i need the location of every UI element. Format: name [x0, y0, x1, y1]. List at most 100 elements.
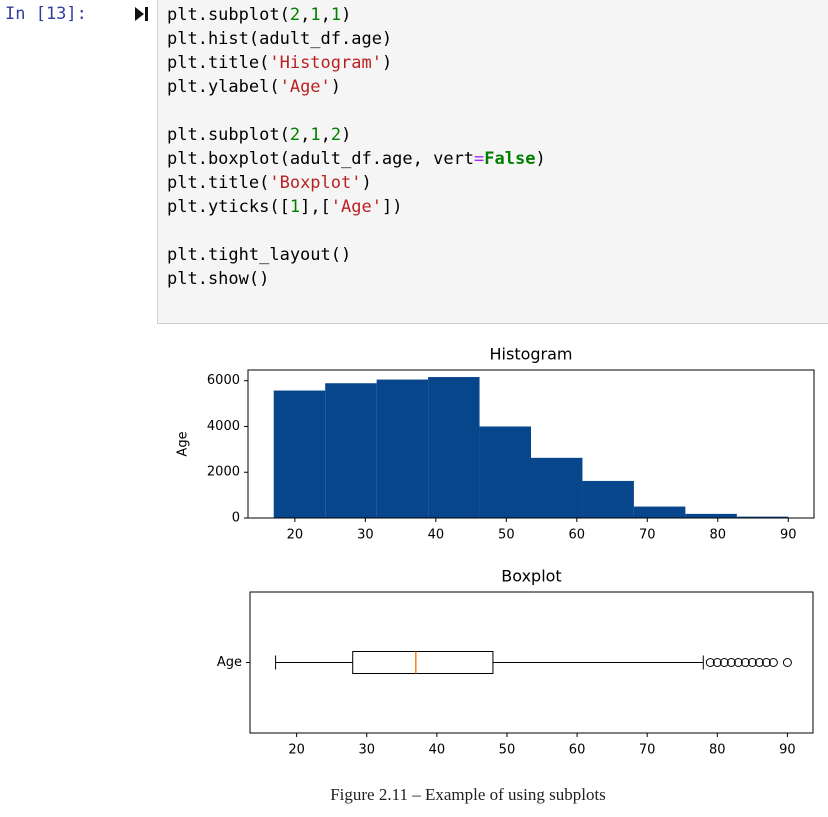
x-tick-label: 40: [428, 528, 445, 543]
flier: [733, 658, 743, 667]
code-token: ,: [300, 5, 311, 25]
code-token: plt.yticks([: [167, 197, 290, 217]
code-token: ]): [381, 197, 403, 217]
code-cell[interactable]: plt.subplot(2,1,1) plt.hist(adult_df.age)…: [157, 0, 828, 324]
code-line: plt.title('Histogram'): [167, 51, 546, 75]
x-tick-label: 20: [287, 528, 304, 543]
y-tick-label: 6000: [207, 373, 240, 388]
code-token: ): [361, 173, 372, 193]
x-tick-label: 90: [780, 528, 797, 543]
x-tick-label: 70: [639, 528, 656, 543]
code-line: plt.subplot(2,1,1): [167, 3, 546, 27]
code-token: plt.subplot(: [167, 125, 290, 145]
code-line: plt.tight_layout(): [167, 243, 546, 267]
code-token: False: [484, 149, 536, 169]
code-line: plt.show(): [167, 267, 546, 291]
flier: [712, 658, 722, 667]
x-tick-label: 80: [709, 743, 726, 758]
x-tick-label: 50: [499, 743, 516, 758]
code-line: plt.yticks([1],['Age']): [167, 195, 546, 219]
code-token: ],[: [300, 197, 331, 217]
x-tick-label: 60: [569, 528, 586, 543]
code-token: plt.ylabel(: [167, 77, 280, 97]
axes-frame: [249, 591, 814, 734]
code-token: 1: [289, 197, 301, 217]
x-tick-label: 50: [498, 528, 515, 543]
code-token: ,: [320, 5, 331, 25]
flier: [761, 658, 771, 667]
hist-bar: [376, 379, 429, 518]
y-tick-label: 0: [232, 511, 240, 526]
code-token: plt.title(: [167, 173, 270, 193]
code-token: 'Age': [330, 197, 382, 217]
flier: [705, 658, 715, 667]
chart-title: Boxplot: [501, 567, 561, 586]
chart-title: Histogram: [490, 345, 573, 364]
hist-bar: [582, 480, 634, 518]
code: plt.subplot(2,1,1) plt.hist(adult_df.age)…: [167, 3, 546, 315]
code-token: 'Boxplot': [269, 173, 362, 193]
y-tick-label: Age: [217, 655, 242, 670]
code-token: =: [474, 149, 485, 169]
box: [352, 651, 494, 674]
flier: [719, 658, 729, 667]
flier: [768, 658, 778, 667]
hist-bar: [685, 513, 737, 518]
code-line: plt.subplot(2,1,2): [167, 123, 546, 147]
code-token: 1: [330, 5, 342, 25]
code-token: plt.boxplot(adult_df.age, vert: [167, 149, 475, 169]
code-token: 'Age': [279, 77, 331, 97]
code-line: plt.boxplot(adult_df.age, vert=False): [167, 147, 546, 171]
code-block: plt.subplot(2,1,1) plt.hist(adult_df.age)…: [167, 3, 546, 99]
figure-caption: Figure 2.11 – Example of using subplots: [330, 785, 606, 804]
code-token: ): [535, 149, 546, 169]
code-token: 2: [289, 125, 301, 145]
flier: [726, 658, 736, 667]
flier: [740, 658, 750, 667]
hist-bar: [428, 377, 480, 518]
x-tick-label: 30: [357, 528, 374, 543]
code-line: plt.title('Boxplot'): [167, 171, 546, 195]
code-token: ,: [300, 125, 311, 145]
code-token: plt.hist(adult_df.age): [167, 29, 393, 49]
code-token: 'Histogram': [269, 53, 382, 73]
code-token: 1: [310, 125, 321, 145]
cell-prompt: In [13]:: [5, 4, 87, 24]
code-block: plt.subplot(2,1,2) plt.boxplot(adult_df.a…: [167, 123, 546, 219]
flier: [747, 658, 757, 667]
hist-bar: [736, 516, 789, 518]
code-token: 2: [330, 125, 342, 145]
axes-frame: [247, 369, 815, 519]
code-line: plt.ylabel('Age'): [167, 75, 546, 99]
hist-bar: [479, 426, 531, 518]
code-token: ,: [320, 125, 331, 145]
flier: [754, 658, 764, 667]
code-block: plt.tight_layout() plt.show(): [167, 243, 546, 291]
hist-bar: [531, 457, 583, 518]
x-tick-label: 90: [779, 743, 796, 758]
hist-bar: [633, 506, 686, 518]
y-tick-label: 2000: [207, 465, 240, 480]
code-token: 1: [310, 5, 321, 25]
code-token: ): [341, 125, 352, 145]
code-token: plt.subplot(: [167, 5, 290, 25]
code-line: plt.hist(adult_df.age): [167, 27, 546, 51]
x-tick-label: 80: [710, 528, 727, 543]
code-token: ): [341, 5, 352, 25]
code-token: plt.tight_layout(): [167, 245, 352, 265]
y-axis-label: Age: [176, 431, 191, 456]
run-icon[interactable]: [134, 6, 150, 22]
hist-bar: [325, 383, 377, 518]
x-tick-label: 70: [639, 743, 656, 758]
code-token: ): [330, 77, 342, 97]
code-token: plt.show(): [167, 269, 270, 289]
y-tick-label: 4000: [207, 419, 240, 434]
x-tick-label: 60: [569, 743, 586, 758]
flier: [782, 658, 792, 667]
hist-bar: [273, 390, 326, 518]
x-tick-label: 40: [429, 743, 446, 758]
code-token: plt.title(: [167, 53, 270, 73]
code-token: ): [381, 53, 393, 73]
